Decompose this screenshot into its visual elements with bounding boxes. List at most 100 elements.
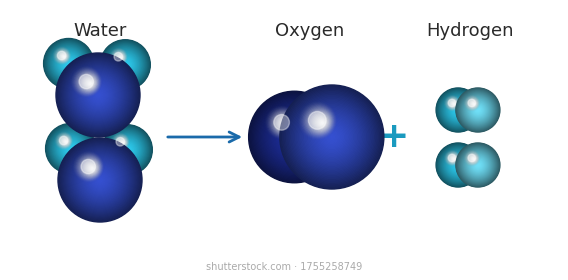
Circle shape: [110, 49, 141, 80]
Circle shape: [461, 148, 495, 182]
Circle shape: [82, 162, 118, 198]
Circle shape: [85, 165, 115, 195]
Circle shape: [102, 125, 152, 175]
Circle shape: [311, 116, 353, 158]
Circle shape: [460, 92, 496, 128]
Circle shape: [80, 75, 97, 91]
Circle shape: [57, 51, 68, 61]
Circle shape: [64, 142, 77, 155]
Circle shape: [285, 90, 379, 184]
Circle shape: [112, 134, 129, 150]
Circle shape: [467, 98, 478, 108]
Circle shape: [269, 112, 320, 162]
Circle shape: [453, 158, 455, 160]
Circle shape: [307, 112, 357, 162]
Circle shape: [44, 39, 93, 88]
Circle shape: [454, 106, 462, 115]
Circle shape: [281, 120, 289, 129]
Circle shape: [470, 157, 486, 173]
Circle shape: [74, 71, 122, 119]
Circle shape: [443, 150, 473, 180]
Circle shape: [447, 152, 458, 164]
Circle shape: [80, 160, 120, 200]
Circle shape: [49, 43, 89, 83]
Circle shape: [106, 128, 149, 172]
Circle shape: [437, 144, 479, 186]
Circle shape: [79, 74, 93, 89]
Circle shape: [446, 153, 470, 177]
Circle shape: [476, 163, 480, 167]
Circle shape: [438, 90, 478, 130]
Circle shape: [466, 153, 490, 177]
Circle shape: [107, 130, 147, 170]
Circle shape: [458, 90, 498, 130]
Circle shape: [56, 133, 72, 148]
Circle shape: [44, 39, 94, 88]
Circle shape: [58, 138, 142, 222]
Circle shape: [115, 53, 124, 62]
Circle shape: [277, 117, 291, 131]
Circle shape: [61, 137, 69, 145]
Circle shape: [470, 100, 477, 107]
Circle shape: [471, 156, 476, 161]
Circle shape: [466, 153, 490, 177]
Circle shape: [77, 157, 123, 203]
Circle shape: [90, 169, 111, 190]
Circle shape: [65, 143, 76, 153]
Circle shape: [103, 125, 152, 174]
Circle shape: [96, 176, 104, 184]
Circle shape: [79, 159, 121, 201]
Circle shape: [258, 101, 331, 174]
Circle shape: [91, 89, 105, 101]
Circle shape: [439, 91, 477, 129]
Circle shape: [441, 94, 475, 127]
Circle shape: [104, 43, 147, 86]
Circle shape: [276, 116, 292, 131]
Circle shape: [468, 99, 477, 108]
Circle shape: [441, 148, 475, 181]
Circle shape: [308, 114, 355, 160]
Circle shape: [64, 140, 68, 143]
Circle shape: [59, 137, 82, 160]
Circle shape: [121, 141, 124, 144]
Circle shape: [472, 104, 484, 116]
Circle shape: [64, 140, 67, 143]
Circle shape: [89, 165, 95, 171]
Circle shape: [55, 132, 87, 165]
Circle shape: [254, 97, 335, 177]
Circle shape: [466, 97, 479, 110]
Circle shape: [311, 113, 329, 131]
Circle shape: [83, 80, 112, 110]
Circle shape: [111, 51, 139, 78]
Circle shape: [259, 102, 330, 172]
Circle shape: [293, 98, 371, 176]
Circle shape: [59, 136, 68, 145]
Circle shape: [68, 62, 70, 65]
Circle shape: [449, 155, 457, 162]
Circle shape: [470, 102, 486, 118]
Circle shape: [462, 95, 493, 125]
Circle shape: [122, 142, 123, 144]
Text: Oxygen: Oxygen: [275, 22, 345, 40]
Circle shape: [457, 163, 460, 167]
Circle shape: [312, 114, 328, 130]
Circle shape: [456, 108, 460, 112]
Circle shape: [272, 112, 294, 134]
Circle shape: [47, 125, 94, 172]
Circle shape: [116, 54, 123, 61]
Circle shape: [446, 98, 470, 122]
Circle shape: [64, 60, 133, 130]
Circle shape: [279, 122, 310, 152]
Circle shape: [78, 75, 118, 115]
Circle shape: [112, 50, 126, 64]
Circle shape: [298, 103, 366, 171]
Circle shape: [440, 92, 476, 128]
Circle shape: [61, 139, 81, 158]
Circle shape: [47, 42, 90, 85]
Circle shape: [454, 161, 462, 169]
Circle shape: [473, 158, 475, 160]
Circle shape: [102, 41, 149, 88]
Circle shape: [64, 59, 74, 69]
Circle shape: [69, 147, 72, 150]
Circle shape: [54, 49, 83, 78]
